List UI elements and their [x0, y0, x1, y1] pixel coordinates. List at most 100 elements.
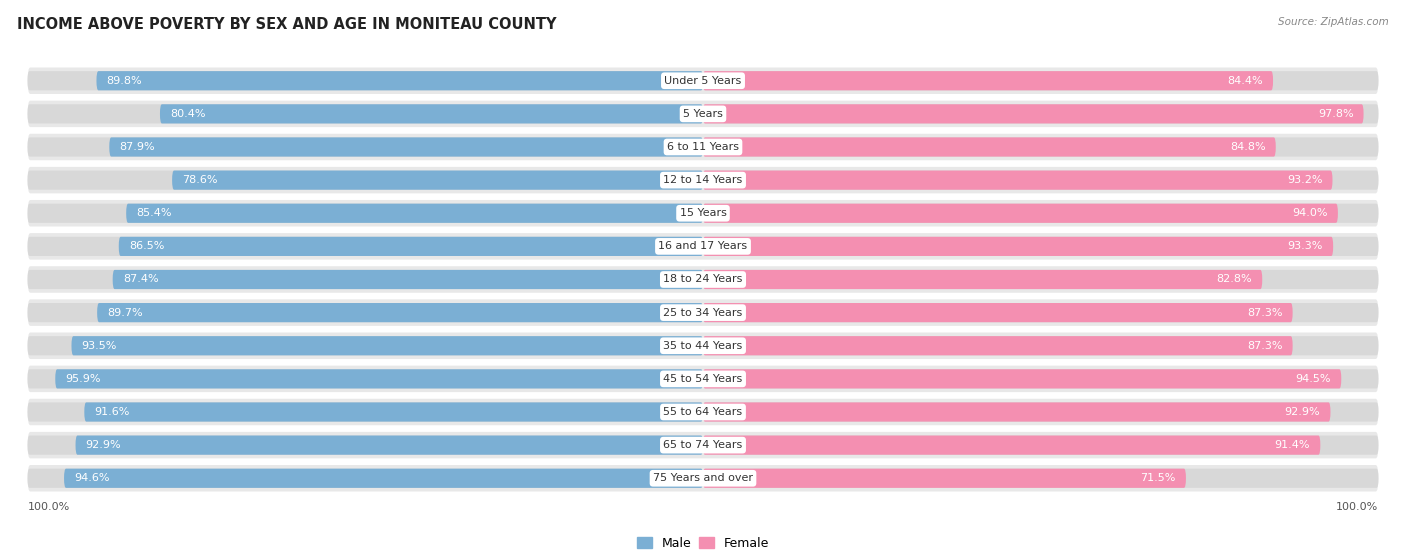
FancyBboxPatch shape [703, 71, 1272, 91]
FancyBboxPatch shape [72, 336, 703, 356]
Text: 18 to 24 Years: 18 to 24 Years [664, 274, 742, 285]
Text: 84.8%: 84.8% [1230, 142, 1265, 152]
FancyBboxPatch shape [110, 138, 703, 157]
Text: 35 to 44 Years: 35 to 44 Years [664, 341, 742, 350]
Text: 75 Years and over: 75 Years and over [652, 473, 754, 484]
FancyBboxPatch shape [97, 71, 703, 91]
Text: 91.6%: 91.6% [94, 407, 129, 417]
Text: 84.4%: 84.4% [1227, 75, 1263, 86]
FancyBboxPatch shape [28, 300, 1378, 326]
FancyBboxPatch shape [28, 138, 703, 157]
FancyBboxPatch shape [28, 366, 1378, 392]
Text: 15 Years: 15 Years [679, 209, 727, 218]
FancyBboxPatch shape [118, 237, 703, 256]
FancyBboxPatch shape [703, 336, 1378, 356]
FancyBboxPatch shape [76, 435, 703, 454]
Text: 16 and 17 Years: 16 and 17 Years [658, 241, 748, 252]
Text: 95.9%: 95.9% [66, 374, 101, 384]
Text: 85.4%: 85.4% [136, 209, 172, 218]
FancyBboxPatch shape [703, 138, 1378, 157]
FancyBboxPatch shape [28, 200, 1378, 226]
FancyBboxPatch shape [703, 369, 1341, 389]
FancyBboxPatch shape [28, 101, 1378, 127]
Text: 5 Years: 5 Years [683, 109, 723, 119]
FancyBboxPatch shape [703, 270, 1263, 289]
Text: INCOME ABOVE POVERTY BY SEX AND AGE IN MONITEAU COUNTY: INCOME ABOVE POVERTY BY SEX AND AGE IN M… [17, 17, 557, 32]
Text: 100.0%: 100.0% [1336, 502, 1378, 512]
Text: Under 5 Years: Under 5 Years [665, 75, 741, 86]
FancyBboxPatch shape [28, 465, 1378, 491]
FancyBboxPatch shape [703, 170, 1333, 190]
Text: 87.3%: 87.3% [1247, 341, 1282, 350]
Text: Source: ZipAtlas.com: Source: ZipAtlas.com [1278, 17, 1389, 27]
FancyBboxPatch shape [28, 336, 703, 356]
Text: 93.3%: 93.3% [1288, 241, 1323, 252]
FancyBboxPatch shape [703, 402, 1330, 421]
Text: 97.8%: 97.8% [1317, 109, 1354, 119]
FancyBboxPatch shape [703, 138, 1275, 157]
FancyBboxPatch shape [703, 105, 1364, 124]
FancyBboxPatch shape [703, 303, 1378, 322]
Text: 65 to 74 Years: 65 to 74 Years [664, 440, 742, 450]
FancyBboxPatch shape [28, 233, 1378, 259]
FancyBboxPatch shape [112, 270, 703, 289]
Text: 86.5%: 86.5% [129, 241, 165, 252]
FancyBboxPatch shape [127, 203, 703, 223]
Text: 94.6%: 94.6% [75, 473, 110, 484]
FancyBboxPatch shape [703, 71, 1378, 91]
Text: 87.4%: 87.4% [122, 274, 159, 285]
FancyBboxPatch shape [703, 170, 1378, 190]
Text: 82.8%: 82.8% [1216, 274, 1253, 285]
Text: 78.6%: 78.6% [183, 175, 218, 185]
Text: 92.9%: 92.9% [86, 440, 121, 450]
FancyBboxPatch shape [703, 203, 1378, 223]
FancyBboxPatch shape [703, 105, 1378, 124]
FancyBboxPatch shape [703, 468, 1378, 488]
Text: 55 to 64 Years: 55 to 64 Years [664, 407, 742, 417]
Text: 94.5%: 94.5% [1296, 374, 1331, 384]
FancyBboxPatch shape [703, 435, 1320, 454]
FancyBboxPatch shape [28, 468, 703, 488]
Text: 89.7%: 89.7% [107, 307, 143, 318]
FancyBboxPatch shape [28, 134, 1378, 160]
Text: 100.0%: 100.0% [28, 502, 70, 512]
Text: 93.2%: 93.2% [1286, 175, 1323, 185]
Legend: Male, Female: Male, Female [631, 532, 775, 555]
Text: 25 to 34 Years: 25 to 34 Years [664, 307, 742, 318]
Text: 71.5%: 71.5% [1140, 473, 1175, 484]
FancyBboxPatch shape [703, 270, 1378, 289]
Text: 45 to 54 Years: 45 to 54 Years [664, 374, 742, 384]
FancyBboxPatch shape [28, 167, 1378, 193]
FancyBboxPatch shape [28, 203, 703, 223]
FancyBboxPatch shape [65, 468, 703, 488]
Text: 80.4%: 80.4% [170, 109, 205, 119]
FancyBboxPatch shape [28, 105, 703, 124]
FancyBboxPatch shape [28, 369, 703, 389]
Text: 91.4%: 91.4% [1275, 440, 1310, 450]
FancyBboxPatch shape [28, 71, 703, 91]
Text: 12 to 14 Years: 12 to 14 Years [664, 175, 742, 185]
FancyBboxPatch shape [84, 402, 703, 421]
Text: 87.9%: 87.9% [120, 142, 155, 152]
FancyBboxPatch shape [703, 468, 1185, 488]
FancyBboxPatch shape [28, 333, 1378, 359]
Text: 93.5%: 93.5% [82, 341, 117, 350]
FancyBboxPatch shape [28, 402, 703, 421]
FancyBboxPatch shape [28, 435, 703, 454]
FancyBboxPatch shape [28, 399, 1378, 425]
FancyBboxPatch shape [28, 270, 703, 289]
FancyBboxPatch shape [28, 432, 1378, 458]
FancyBboxPatch shape [703, 402, 1378, 421]
FancyBboxPatch shape [28, 303, 703, 322]
FancyBboxPatch shape [703, 237, 1378, 256]
FancyBboxPatch shape [97, 303, 703, 322]
FancyBboxPatch shape [55, 369, 703, 389]
FancyBboxPatch shape [703, 237, 1333, 256]
Text: 94.0%: 94.0% [1292, 209, 1327, 218]
FancyBboxPatch shape [703, 336, 1292, 356]
FancyBboxPatch shape [703, 369, 1378, 389]
Text: 92.9%: 92.9% [1285, 407, 1320, 417]
FancyBboxPatch shape [703, 203, 1339, 223]
Text: 89.8%: 89.8% [107, 75, 142, 86]
FancyBboxPatch shape [703, 435, 1378, 454]
